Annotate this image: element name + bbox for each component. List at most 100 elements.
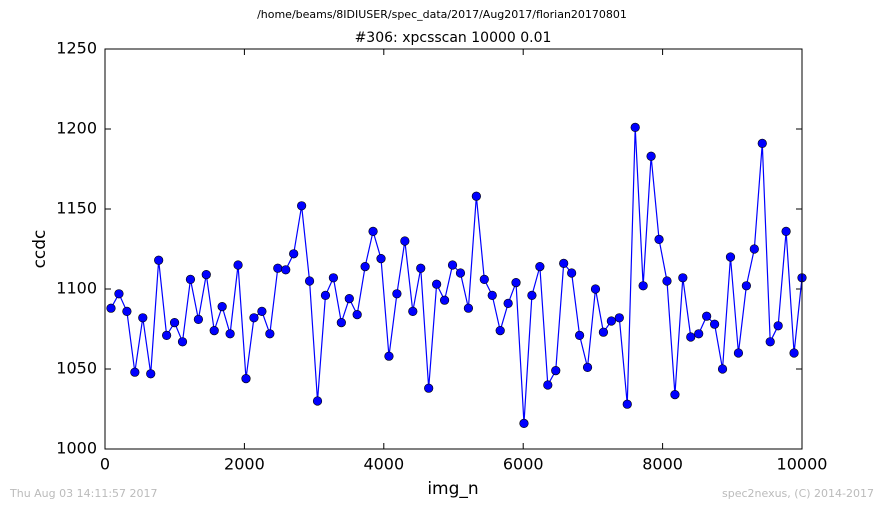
data-point [479, 274, 489, 285]
data-point [646, 151, 656, 161]
data-point [543, 380, 553, 390]
data-point [702, 311, 712, 321]
data-point [273, 263, 283, 273]
data-point [106, 303, 116, 313]
x-tick-label: 6000 [503, 455, 544, 474]
data-point [535, 262, 545, 272]
data-point [416, 263, 426, 273]
data-point [344, 294, 354, 304]
data-point [630, 122, 640, 132]
x-tick-label: 0 [100, 455, 110, 474]
data-point [471, 191, 481, 201]
data-point [241, 374, 251, 384]
data-point [717, 364, 728, 374]
data-point [686, 332, 696, 342]
data-point [384, 351, 394, 361]
data-point [424, 383, 434, 393]
data-point [217, 302, 227, 312]
data-point [265, 329, 275, 339]
data-point [312, 396, 323, 406]
data-point [757, 138, 767, 148]
data-point [590, 284, 601, 294]
data-point [614, 313, 624, 323]
data-point [289, 249, 299, 259]
y-tick-label: 1100 [56, 279, 97, 298]
y-tick-label: 1000 [56, 439, 97, 458]
data-point [582, 362, 593, 373]
data-point [670, 390, 680, 400]
data-point [662, 276, 672, 286]
data-point [320, 290, 331, 301]
data-point [551, 366, 561, 376]
data-point [304, 276, 315, 286]
data-point [249, 313, 259, 323]
data-point [130, 367, 140, 377]
data-point [765, 337, 775, 347]
data-point [336, 318, 346, 328]
data-point [138, 313, 148, 323]
data-point [177, 337, 188, 347]
data-point [297, 201, 307, 211]
data-point [146, 369, 156, 379]
data-point [694, 329, 704, 339]
data-point [225, 329, 235, 339]
x-tick-label: 2000 [224, 455, 265, 474]
data-point [455, 268, 466, 278]
data-point [185, 274, 196, 285]
data-point [360, 262, 370, 272]
timestamp: Thu Aug 03 14:11:57 2017 [9, 487, 158, 500]
data-point [495, 326, 505, 336]
data-point [193, 314, 203, 325]
x-tick-label: 4000 [363, 455, 404, 474]
data-point [781, 226, 791, 236]
data-point [281, 265, 291, 275]
data-point [527, 290, 537, 301]
credit: spec2nexus, (C) 2014-2017 [722, 487, 874, 500]
x-tick-label: 10000 [777, 455, 828, 474]
data-point [209, 326, 219, 336]
data-point [257, 306, 267, 317]
data-point [114, 289, 124, 299]
data-point [376, 254, 386, 264]
data-point [519, 418, 529, 429]
data-point [439, 295, 450, 305]
data-point [368, 226, 378, 236]
y-axis-label: ccdc [30, 230, 50, 269]
data-point [725, 252, 736, 262]
data-point [622, 399, 632, 409]
y-tick-label: 1050 [56, 359, 97, 378]
data-point [654, 234, 664, 244]
data-point [487, 290, 497, 301]
data-point [606, 316, 616, 326]
data-point [463, 303, 474, 313]
data-point [162, 330, 172, 341]
data-point [432, 279, 442, 289]
x-axis-label: img_n [427, 479, 478, 499]
data-point [392, 289, 402, 299]
data-point [638, 281, 648, 291]
data-point [400, 236, 410, 246]
data-point [408, 306, 418, 317]
data-point [447, 260, 458, 270]
data-point [741, 281, 751, 291]
y-tick-label: 1150 [56, 199, 97, 218]
data-point [352, 310, 362, 320]
data-point [678, 273, 688, 283]
data-point [201, 270, 211, 280]
data-point [233, 260, 243, 270]
x-tick-label: 8000 [642, 455, 683, 474]
data-point [511, 278, 521, 288]
data-point [789, 348, 799, 358]
plot-frame [104, 48, 803, 450]
chart-suptitle: /home/beams/8IDIUSER/spec_data/2017/Aug2… [257, 8, 627, 21]
data-point [169, 318, 180, 328]
data-point [503, 298, 513, 309]
data-point [567, 268, 577, 278]
data-point [733, 348, 744, 358]
data-point [328, 273, 339, 283]
chart-title: #306: xpcsscan 10000 0.01 [355, 30, 552, 46]
data-point [749, 244, 759, 254]
data-point [598, 327, 609, 337]
